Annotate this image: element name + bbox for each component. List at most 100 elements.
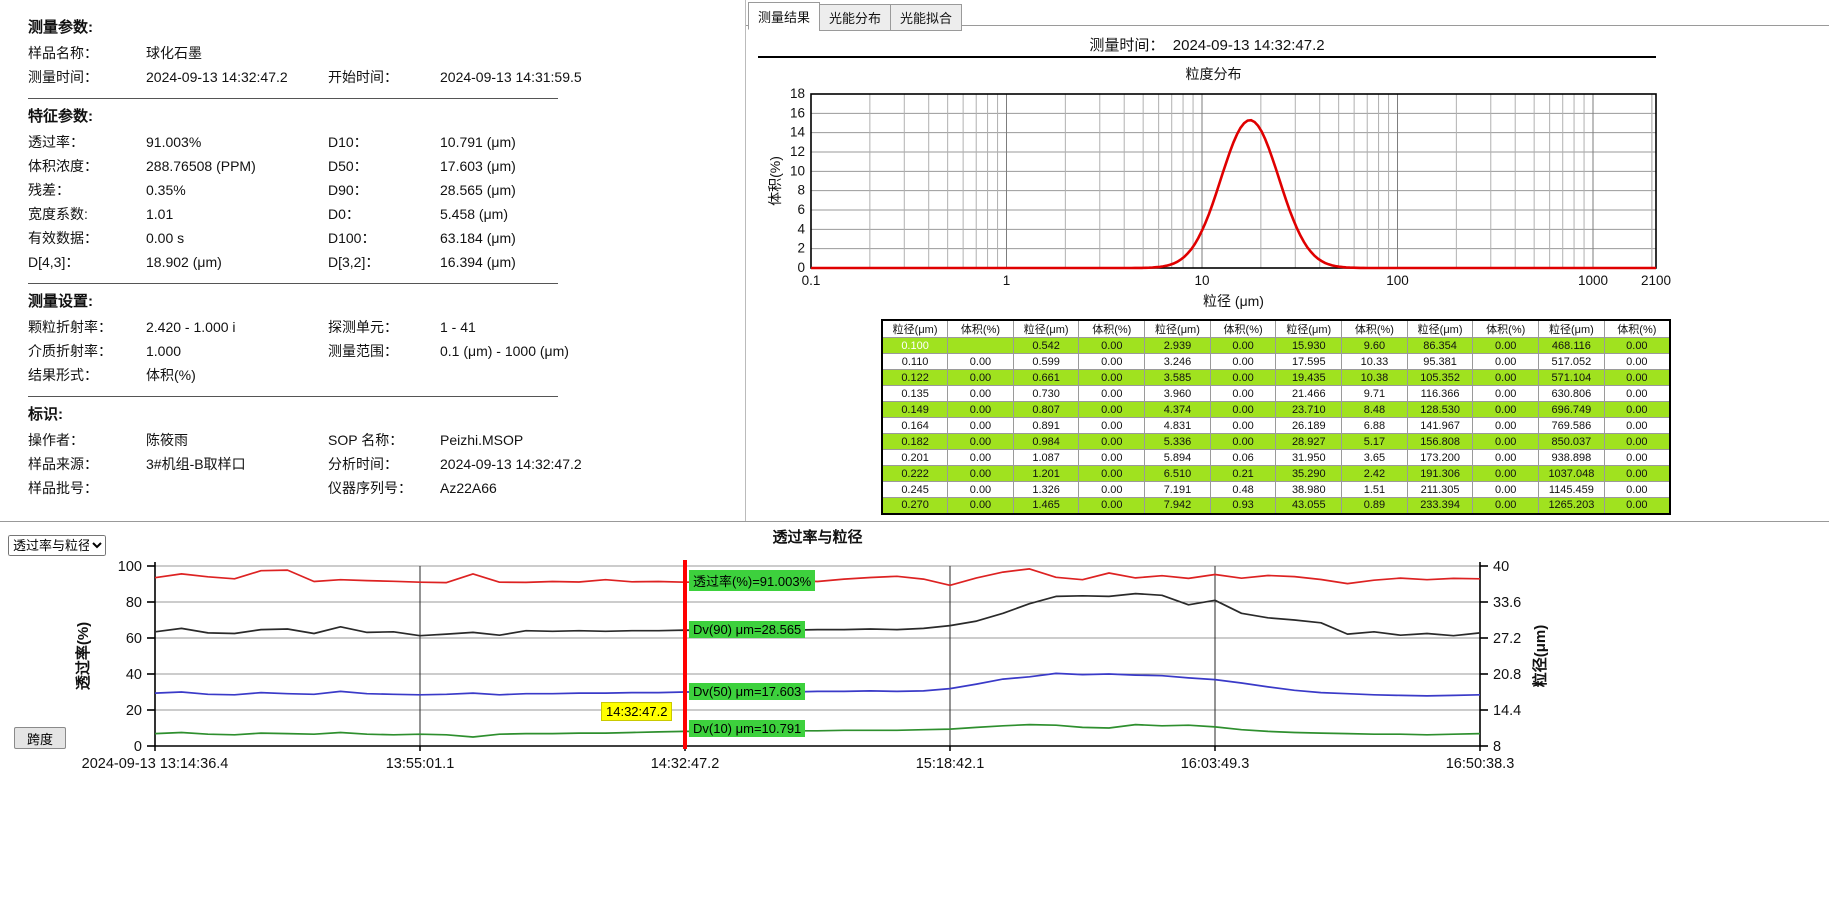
table-cell[interactable]: 15.930 [1276,338,1342,354]
tab-light-distribution[interactable]: 光能分布 [819,4,891,31]
table-cell[interactable]: 6.510 [1145,466,1211,482]
table-cell[interactable]: 0.542 [1013,338,1079,354]
table-cell[interactable]: 128.530 [1407,402,1473,418]
tab-measure-result[interactable]: 测量结果 [748,2,820,30]
table-cell[interactable]: 0.00 [1473,466,1539,482]
table-cell[interactable]: 3.246 [1145,354,1211,370]
table-cell[interactable]: 19.435 [1276,370,1342,386]
table-cell[interactable]: 0.00 [1604,402,1670,418]
table-cell[interactable]: 26.189 [1276,418,1342,434]
table-cell[interactable]: 0.00 [1210,418,1276,434]
table-cell[interactable]: 0.00 [1473,354,1539,370]
table-cell[interactable]: 0.00 [1473,450,1539,466]
table-cell[interactable]: 0.48 [1210,482,1276,498]
table-cell[interactable]: 0.00 [1210,370,1276,386]
table-cell[interactable]: 0.00 [1079,402,1145,418]
table-cell[interactable]: 0.00 [1079,466,1145,482]
table-cell[interactable]: 696.749 [1539,402,1605,418]
table-cell[interactable]: 0.00 [1604,370,1670,386]
table-cell[interactable]: 21.466 [1276,386,1342,402]
table-cell[interactable]: 0.00 [948,498,1014,514]
table-cell[interactable]: 0.661 [1013,370,1079,386]
table-cell[interactable]: 116.366 [1407,386,1473,402]
table-cell[interactable]: 0.00 [1604,354,1670,370]
table-cell[interactable]: 0.270 [882,498,948,514]
table-cell[interactable]: 4.374 [1145,402,1211,418]
table-cell[interactable]: 0.891 [1013,418,1079,434]
table-cell[interactable]: 1.51 [1342,482,1408,498]
table-cell[interactable]: 233.394 [1407,498,1473,514]
table-cell[interactable]: 0.00 [948,482,1014,498]
table-cell[interactable]: 4.831 [1145,418,1211,434]
table-cell[interactable]: 630.806 [1539,386,1605,402]
table-cell[interactable]: 0.00 [948,418,1014,434]
table-cell[interactable]: 0.00 [1079,418,1145,434]
table-cell[interactable]: 1037.048 [1539,466,1605,482]
table-cell[interactable]: 0.00 [1079,434,1145,450]
table-cell[interactable]: 0.00 [1604,434,1670,450]
table-cell[interactable]: 0.00 [1079,370,1145,386]
table-cell[interactable]: 0.00 [1210,434,1276,450]
table-cell[interactable]: 0.00 [1079,386,1145,402]
table-cell[interactable]: 95.381 [1407,354,1473,370]
table-cell[interactable]: 0.182 [882,434,948,450]
table-cell[interactable]: 43.055 [1276,498,1342,514]
table-cell[interactable]: 3.65 [1342,450,1408,466]
table-cell[interactable]: 0.00 [1079,338,1145,354]
table-cell[interactable]: 10.38 [1342,370,1408,386]
table-cell[interactable]: 3.960 [1145,386,1211,402]
table-cell[interactable]: 0.06 [1210,450,1276,466]
table-cell[interactable]: 468.116 [1539,338,1605,354]
table-cell[interactable]: 5.894 [1145,450,1211,466]
table-cell[interactable]: 7.942 [1145,498,1211,514]
table-cell[interactable]: 0.00 [1079,498,1145,514]
table-cell[interactable]: 0.00 [948,354,1014,370]
table-cell[interactable]: 141.967 [1407,418,1473,434]
table-cell[interactable]: 938.898 [1539,450,1605,466]
table-cell[interactable]: 211.305 [1407,482,1473,498]
table-cell[interactable]: 571.104 [1539,370,1605,386]
table-cell[interactable]: 0.00 [948,386,1014,402]
table-cell[interactable]: 0.135 [882,386,948,402]
table-cell[interactable]: 35.290 [1276,466,1342,482]
table-cell[interactable]: 0.110 [882,354,948,370]
table-cell[interactable]: 0.245 [882,482,948,498]
span-button[interactable]: 跨度 [14,727,66,749]
table-cell[interactable]: 0.00 [1079,482,1145,498]
table-cell[interactable]: 0.00 [1473,338,1539,354]
table-cell[interactable]: 2.939 [1145,338,1211,354]
table-cell[interactable]: 31.950 [1276,450,1342,466]
table-cell[interactable]: 0.00 [1079,450,1145,466]
table-cell[interactable]: 0.122 [882,370,948,386]
table-cell[interactable]: 0.89 [1342,498,1408,514]
table-cell[interactable]: 17.595 [1276,354,1342,370]
table-cell[interactable]: 1.087 [1013,450,1079,466]
table-cell[interactable]: 0.93 [1210,498,1276,514]
table-cell[interactable]: 517.052 [1539,354,1605,370]
table-cell[interactable]: 156.808 [1407,434,1473,450]
table-cell[interactable]: 0.00 [1210,402,1276,418]
table-cell[interactable]: 0.164 [882,418,948,434]
table-cell[interactable]: 0.00 [1604,386,1670,402]
table-cell[interactable]: 0.00 [1604,482,1670,498]
table-cell[interactable]: 0.807 [1013,402,1079,418]
table-cell[interactable]: 769.586 [1539,418,1605,434]
table-cell[interactable]: 1145.459 [1539,482,1605,498]
table-cell[interactable]: 10.33 [1342,354,1408,370]
table-cell[interactable]: 86.354 [1407,338,1473,354]
table-cell[interactable]: 0.00 [1473,482,1539,498]
table-cell[interactable]: 0.00 [948,466,1014,482]
table-cell[interactable]: 9.60 [1342,338,1408,354]
table-cell[interactable]: 0.00 [1079,354,1145,370]
table-cell[interactable]: 0.201 [882,450,948,466]
table-cell[interactable]: 0.00 [1473,418,1539,434]
table-cell[interactable]: 0.599 [1013,354,1079,370]
table-cell[interactable]: 0.00 [1473,498,1539,514]
table-cell[interactable]: 5.17 [1342,434,1408,450]
table-cell[interactable]: 0.00 [1604,498,1670,514]
table-cell[interactable]: 0.00 [1604,338,1670,354]
table-cell[interactable]: 2.42 [1342,466,1408,482]
table-cell[interactable]: 0.00 [1473,402,1539,418]
table-cell[interactable]: 0.149 [882,402,948,418]
table-cell[interactable]: 3.585 [1145,370,1211,386]
